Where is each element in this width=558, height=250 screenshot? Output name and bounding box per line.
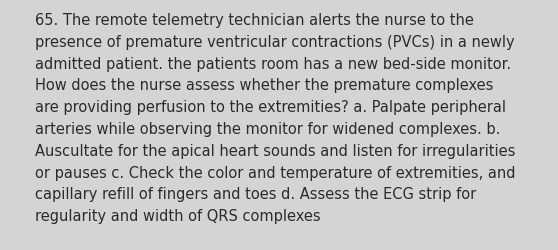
Text: or pauses c. Check the color and temperature of extremities, and: or pauses c. Check the color and tempera…	[35, 165, 516, 180]
Text: arteries while observing the monitor for widened complexes. b.: arteries while observing the monitor for…	[35, 122, 501, 136]
Text: regularity and width of QRS complexes: regularity and width of QRS complexes	[35, 208, 321, 223]
Text: Auscultate for the apical heart sounds and listen for irregularities: Auscultate for the apical heart sounds a…	[35, 143, 516, 158]
Text: How does the nurse assess whether the premature complexes: How does the nurse assess whether the pr…	[35, 78, 493, 93]
Text: presence of premature ventricular contractions (PVCs) in a newly: presence of premature ventricular contra…	[35, 35, 514, 50]
Text: 65. The remote telemetry technician alerts the nurse to the: 65. The remote telemetry technician aler…	[35, 13, 474, 28]
Text: capillary refill of fingers and toes d. Assess the ECG strip for: capillary refill of fingers and toes d. …	[35, 187, 476, 202]
Text: are providing perfusion to the extremities? a. Palpate peripheral: are providing perfusion to the extremiti…	[35, 100, 506, 115]
Text: admitted patient. the patients room has a new bed-side monitor.: admitted patient. the patients room has …	[35, 56, 511, 71]
